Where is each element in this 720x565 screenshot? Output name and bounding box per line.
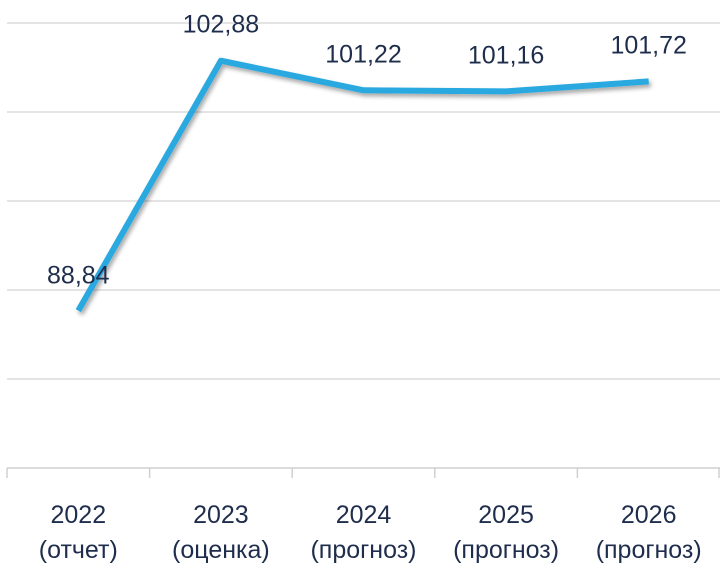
x-tick-label: 2022 xyxy=(50,501,106,529)
data-label: 101,72 xyxy=(610,31,686,59)
line xyxy=(75,57,649,313)
x-tick-label: (отчет) xyxy=(39,536,118,564)
x-tick-label: (прогноз) xyxy=(453,536,559,564)
data-label: 101,22 xyxy=(325,40,401,68)
data-label: 102,88 xyxy=(183,11,259,39)
x-tick-label: 2025 xyxy=(478,501,534,529)
x-tick-label: 2026 xyxy=(621,501,677,529)
x-tick-label: (оценка) xyxy=(172,536,270,564)
x-tick-label: (прогноз) xyxy=(596,536,702,564)
x-tick-label: 2023 xyxy=(193,501,249,529)
data-label: 88,84 xyxy=(47,262,110,290)
data-label: 101,16 xyxy=(468,41,544,69)
x-tick-label: 2024 xyxy=(336,501,392,529)
x-tick-label: (прогноз) xyxy=(310,536,416,564)
